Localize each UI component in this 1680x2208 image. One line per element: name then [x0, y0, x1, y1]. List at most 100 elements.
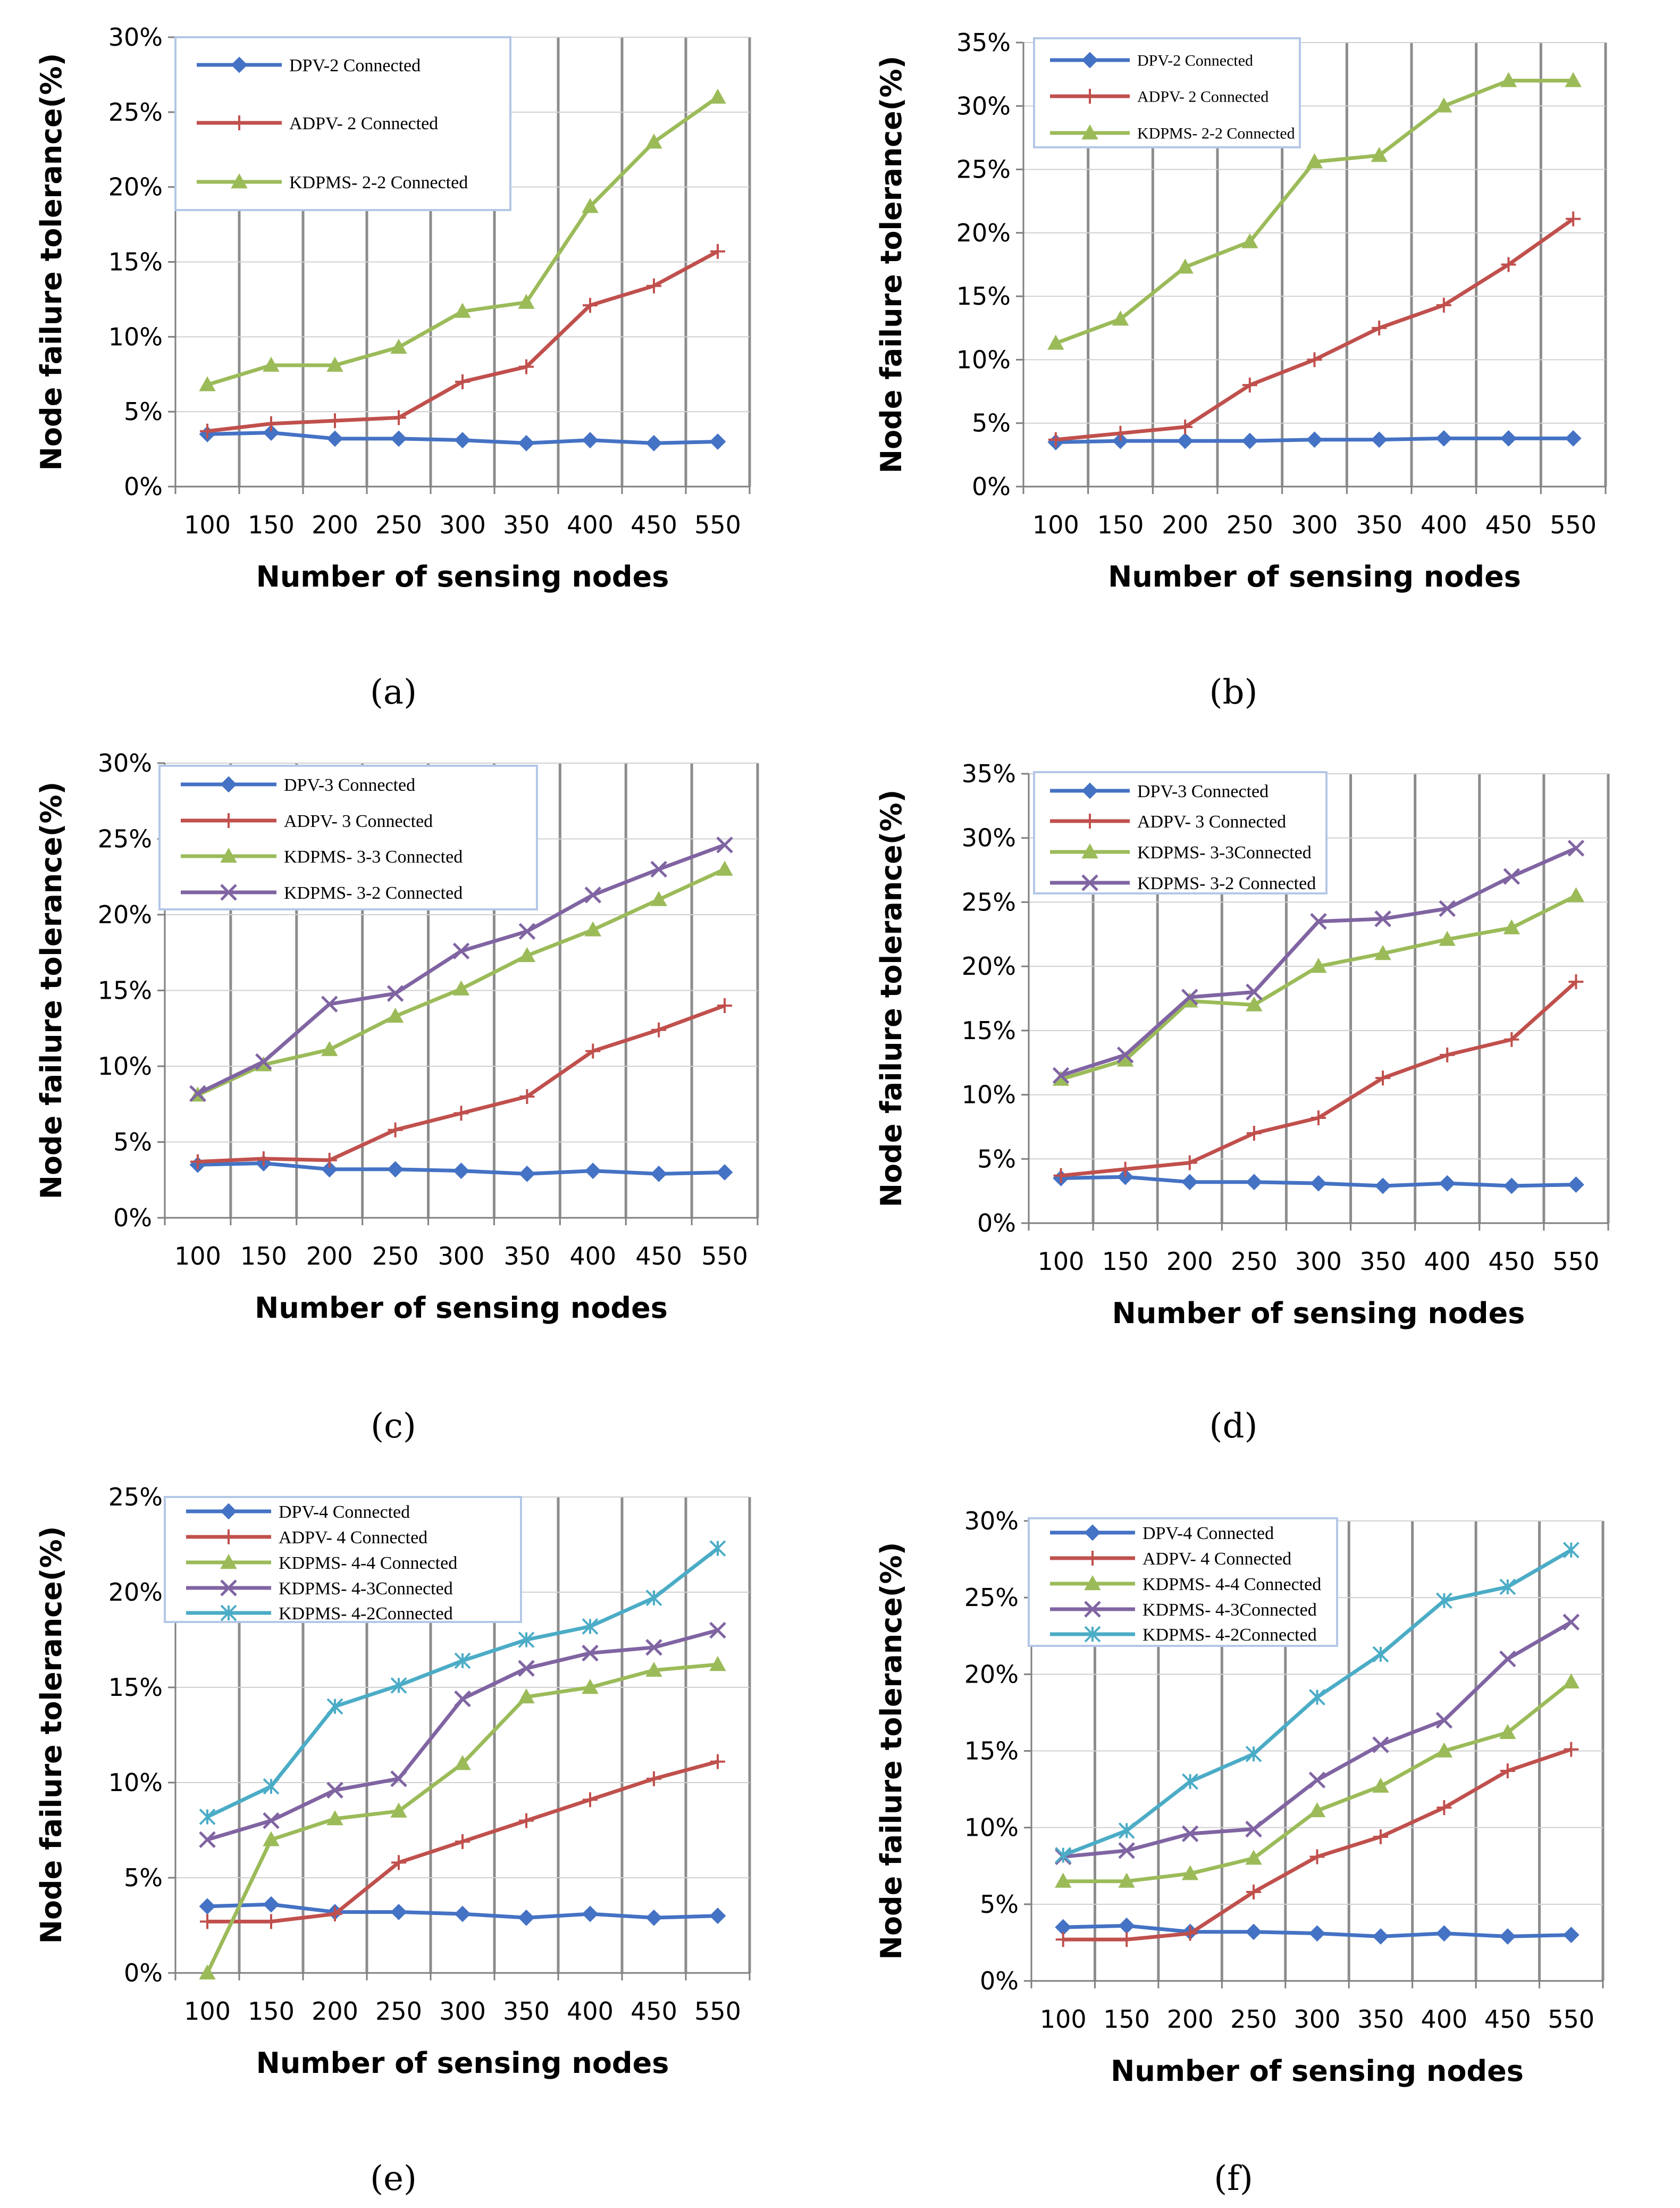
chart-e-series-3-point [645, 1639, 662, 1656]
chart-panel-f: 0% 5% 10% 15% 20% 25% 30% 100 150 200 250 300 350 400… [840, 1468, 1680, 2198]
chart-e-svg: 0% 5% 10% 15% 20% 25% 100 150 200 250 300 350 400 450… [35, 1483, 751, 2080]
chart-c-series-1-point [651, 1022, 667, 1038]
chart-a-ytick-label: 5% [124, 397, 163, 426]
chart-e-series-1-point [327, 1906, 342, 1922]
chart-c-xtick-label: 350 [503, 1242, 550, 1270]
chart-d-legend-swatch-marker [1082, 814, 1097, 829]
chart-a-series-0-point [263, 424, 280, 441]
chart-c-legend-swatch-marker [220, 847, 237, 863]
chart-f-xtick-label: 450 [1484, 2005, 1531, 2034]
chart-a-xtick-label: 400 [567, 511, 614, 539]
chart-c-xtick-label: 550 [701, 1242, 748, 1270]
chart-a-series-1 [200, 244, 725, 439]
chart-b-xtick-label: 400 [1421, 511, 1467, 539]
chart-f-series-1-point [1309, 1849, 1325, 1864]
chart-a-series-0-point [518, 434, 535, 451]
chart-b-ytick-label: 0% [972, 472, 1011, 501]
chart-e-series-2-point [263, 1831, 280, 1846]
chart-e-legend-label: KDPMS- 4-3Connected [279, 1579, 453, 1599]
chart-e-ytick-label: 20% [108, 1578, 163, 1607]
chart-a-xtick-label: 350 [503, 511, 550, 539]
chart-c-series-1-point [585, 1043, 601, 1059]
chart-b-series-1-point [1372, 320, 1387, 336]
chart-d-legend-swatch-marker [1081, 874, 1098, 891]
chart-e-legend-label: DPV-4 Connected [279, 1502, 410, 1522]
chart-f-legend-swatch-marker [1084, 1575, 1101, 1591]
chart-f-series-1-point [1119, 1932, 1135, 1947]
chart-c-y-axis-title: Node failure tolerance(%) [35, 782, 68, 1199]
chart-c-series-2-point [716, 860, 733, 876]
chart-c-series-3-point [650, 860, 667, 878]
chart-d-ytick-label: 30% [962, 824, 1016, 852]
chart-e-series-4-point [454, 1652, 471, 1669]
chart-d-xtick-label: 400 [1424, 1247, 1471, 1276]
chart-d-xtick-label: 100 [1038, 1247, 1085, 1276]
chart-d-series-0-point [1181, 1174, 1198, 1191]
chart-b-ytick-label: 35% [956, 28, 1011, 57]
chart-a-series-0-point [454, 432, 471, 449]
chart-f-legend-label: DPV-4 Connected [1143, 1524, 1274, 1543]
chart-b-series-0-point [1435, 430, 1452, 447]
chart-f-x-axis-title: Number of sensing nodes [1111, 2054, 1524, 2088]
chart-d-series-3-point [1439, 900, 1456, 917]
chart-f-legend-label: KDPMS- 4-2Connected [1143, 1625, 1317, 1645]
chart-f-series-1-point [1564, 1742, 1579, 1757]
chart-a-series-2-point [582, 198, 599, 213]
chart-c-series-0-point [650, 1165, 667, 1182]
chart-f-ytick-label: 0% [980, 1967, 1019, 1995]
chart-e-series-2-point [645, 1661, 662, 1677]
chart-b-series-1-point [1178, 419, 1193, 434]
chart-f-series-0-point [1435, 1925, 1452, 1942]
chart-e-series-0-point [263, 1896, 280, 1913]
chart-b-xtick-label: 450 [1485, 511, 1532, 539]
chart-e-series-1-point [455, 1834, 470, 1849]
chart-c-series-3-point [584, 886, 602, 904]
chart-f-series-0 [1055, 1917, 1580, 1945]
chart-a-legend-label: ADPV- 2 Connected [289, 114, 438, 133]
chart-b-series-0-point [1241, 432, 1258, 449]
chart-c-svg: 0% 5% 10% 15% 20% 25% 30% 100 150 200 250 300 350 400… [35, 749, 759, 1325]
chart-e-series-4-point [263, 1778, 280, 1795]
chart-b-ytick-label: 10% [956, 345, 1011, 374]
chart-d-legend-label: ADPV- 3 Connected [1137, 812, 1286, 832]
chart-f-legend-swatch-marker [1084, 1524, 1101, 1541]
chart-a-series-1-point [710, 244, 725, 259]
chart-e-ytick-label: 0% [124, 1959, 163, 1987]
chart-f-series-4-point [1245, 1745, 1262, 1762]
chart-e-series-3-point [518, 1660, 535, 1677]
chart-c-legend-swatch-marker [220, 884, 237, 901]
chart-f-series-2-point [1308, 1802, 1326, 1818]
chart-d-series-1-point [1440, 1047, 1455, 1063]
chart-d-series-0-point [1246, 1174, 1263, 1191]
chart-f-series-0-point [1309, 1925, 1325, 1942]
chart-d-series-3-point [1567, 840, 1585, 857]
chart-d-series-0-point [1568, 1176, 1584, 1193]
chart-c-series-1 [190, 998, 733, 1169]
chart-b-legend-label: KDPMS- 2-2 Connected [1137, 125, 1295, 143]
chart-d-ytick-label: 0% [977, 1209, 1016, 1237]
chart-c-series-1-point [519, 1089, 535, 1104]
chart-f-ytick-label: 30% [964, 1507, 1019, 1535]
chart-c-series-0-point [584, 1162, 601, 1180]
chart-e-caption: (e) [370, 2159, 417, 2198]
chart-e-legend-swatch-marker [221, 1529, 236, 1544]
chart-c-series-0-point [387, 1161, 404, 1178]
chart-e-series-0-point [582, 1905, 599, 1922]
chart-f-series-4-point [1563, 1542, 1580, 1559]
chart-c-series-0-point [716, 1164, 733, 1181]
chart-c-ytick-label: 5% [113, 1128, 152, 1157]
chart-d-xtick-label: 200 [1166, 1247, 1213, 1276]
chart-e-xtick-label: 400 [567, 1997, 614, 2026]
chart-b-xtick-label: 150 [1097, 511, 1144, 539]
chart-a-legend-swatch-marker [231, 173, 248, 189]
chart-e-series-1-point [519, 1813, 534, 1828]
chart-c-ytick-label: 20% [98, 900, 152, 929]
chart-panel-d: 0% 5% 10% 15% 20% 25% 30% 35% 100 150 200 250 300 350… [840, 734, 1680, 1446]
chart-e-series-2-point [518, 1688, 535, 1704]
chart-d-ytick-label: 5% [977, 1144, 1016, 1173]
chart-f-series-3-point [1372, 1736, 1389, 1753]
chart-e-series-4-point [390, 1677, 407, 1694]
chart-b-series-2-point [1565, 72, 1582, 87]
chart-d-legend-label: DPV-3 Connected [1137, 782, 1269, 801]
chart-e-legend-label: ADPV- 4 Connected [279, 1528, 427, 1548]
